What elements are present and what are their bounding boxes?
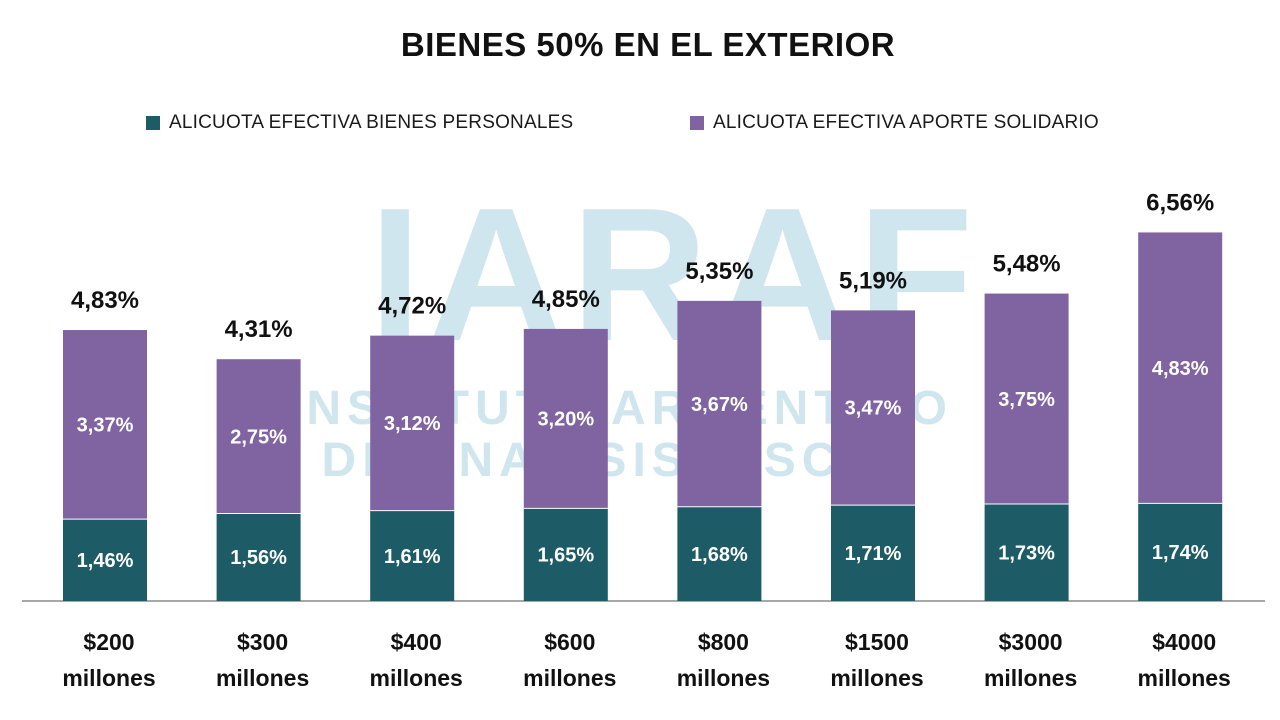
data-label-aporte-solidario: 3,75% [998,389,1055,411]
data-label-bienes-personales: 1,71% [845,543,902,565]
x-tick-label-amount: $600 [544,629,595,655]
bar-aporte-solidario [523,328,608,509]
data-label-aporte-solidario: 4,83% [1152,358,1209,380]
bar-aporte-solidario [216,359,301,514]
data-label-total: 5,48% [993,251,1061,278]
data-label-bienes-personales: 1,74% [1152,542,1209,564]
bar-bienes-personales [831,505,915,601]
bar-aporte-solidario [831,310,915,506]
x-tick-label-unit: millones [62,665,155,691]
bar-aporte-solidario [370,335,455,511]
data-label-bienes-personales: 1,65% [537,545,594,567]
bar-aporte-solidario [63,330,147,520]
legend-item-bienes-personales: ALICUOTA EFECTIVA BIENES PERSONALES [146,112,573,134]
data-label-aporte-solidario: 2,75% [230,426,287,448]
data-label-bienes-personales: 1,61% [384,546,441,568]
data-label-total: 5,35% [685,258,753,285]
data-label-bienes-personales: 1,46% [77,550,134,572]
data-label-bienes-personales: 1,56% [230,547,287,569]
x-tick-label-unit: millones [677,665,770,691]
data-label-bienes-personales: 1,73% [998,542,1055,564]
data-label-total: 5,19% [839,267,907,294]
data-label-aporte-solidario: 3,47% [845,398,902,420]
chart-title: BIENES 50% EN EL EXTERIOR [400,26,896,63]
x-tick-label-amount: $200 [83,629,134,655]
legend-item-aporte-solidario: ALICUOTA EFECTIVA APORTE SOLIDARIO [690,112,1099,134]
x-tick-label-amount: $800 [698,629,749,655]
data-label-aporte-solidario: 3,37% [77,415,134,437]
x-tick-label-unit: millones [370,665,463,691]
bar-aporte-solidario [677,300,762,507]
bar-bienes-personales [984,503,1069,601]
data-label-aporte-solidario: 3,12% [384,413,441,435]
x-tick-label-amount: $4000 [1152,629,1216,655]
x-tick-label-amount: $400 [391,629,442,655]
data-label-bienes-personales: 1,68% [691,544,748,566]
legend-label-aporte-solidario: ALICUOTA EFECTIVA APORTE SOLIDARIO [713,112,1099,133]
chart-legend: ALICUOTA EFECTIVA BIENES PERSONALES ALIC… [0,112,1280,140]
x-tick-label-unit: millones [984,665,1077,691]
data-label-aporte-solidario: 3,67% [691,394,748,416]
bar-bienes-personales [523,508,608,601]
data-label-total: 4,83% [71,287,139,314]
data-label-total: 4,31% [225,316,293,343]
legend-swatch-aporte-solidario [690,116,704,130]
x-tick-label-unit: millones [1138,665,1231,691]
legend-swatch-bienes-personales [146,116,160,130]
bar-aporte-solidario [1138,232,1223,504]
x-tick-label-unit: millones [830,665,923,691]
bar-bienes-personales [370,510,455,601]
data-label-aporte-solidario: 3,20% [537,409,594,431]
legend-label-bienes-personales: ALICUOTA EFECTIVA BIENES PERSONALES [169,112,574,133]
bar-aporte-solidario [984,293,1069,504]
data-label-total: 6,56% [1146,189,1214,216]
x-tick-label-unit: millones [523,665,616,691]
x-tick-label-amount: $3000 [999,629,1063,655]
x-tick-label-unit: millones [216,665,309,691]
bar-bienes-personales [216,513,301,601]
x-tick-label-amount: $1500 [845,629,909,655]
data-label-total: 4,85% [532,286,600,313]
data-label-total: 4,72% [378,293,446,320]
bar-bienes-personales [677,506,762,601]
bar-bienes-personales [1138,503,1223,601]
bar-bienes-personales [63,519,147,601]
x-tick-label-amount: $300 [237,629,288,655]
